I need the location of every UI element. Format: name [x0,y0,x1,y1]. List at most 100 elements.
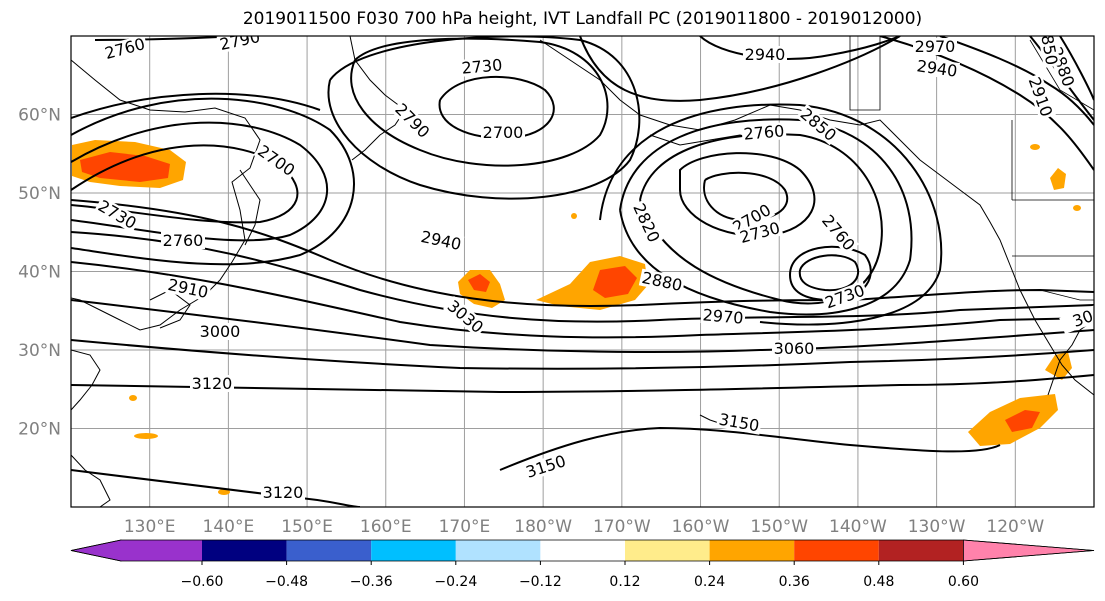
colorbar-tick-label: −0.12 [519,574,562,590]
contour-label-bg [390,99,434,143]
ivt-patch-bc [1050,168,1066,190]
contour-label-bg [1036,36,1061,69]
contour-label-bg [629,199,664,247]
colorbar-tick-label: 0.12 [609,574,640,590]
longitude-labels: 130°E 140°E 150°E 160°E 170°E 180°W 170°W 160°W… [124,517,1045,537]
contour-label-bg [161,232,205,249]
borders [849,36,1094,301]
lon-tick-label: 150°E [281,517,333,537]
contour-label-bg [743,46,787,63]
contour-label: 2880 [640,268,684,295]
contour-label-bg [817,210,860,255]
ivt-patch-baja [1045,352,1072,380]
contour-label-bg [638,268,686,295]
colorbar-tick-label: 0.60 [948,574,979,590]
contour-label: 3120 [263,483,304,502]
contour-label: 2910 [1025,74,1057,119]
colorbar-tick-label: 0.36 [779,574,810,590]
contour-label-bg [459,56,505,77]
contour-label-bg [1059,303,1094,335]
colorbar-tick-label: 0.48 [863,574,894,590]
ivt-core-west [80,152,170,182]
contour-label: 2760 [163,231,204,250]
contour-label-bg [522,451,570,482]
contour-label-bg [700,306,746,327]
lon-tick-label: 160°E [360,517,412,537]
coastlines [71,36,1094,507]
lon-tick-label: 140°E [203,517,255,537]
colorbar-segment [120,540,202,561]
contour-label: 2790 [218,27,262,54]
lat-tick-label: 40°N [18,263,61,283]
ivt-core-subtropical [1005,410,1040,432]
lon-tick-label: 180°W [514,517,572,537]
colorbar-segment [625,540,710,561]
map-title: 2019011500 F030 700 hPa height, IVT Land… [242,9,923,29]
contour-label: 2730 [461,55,503,77]
colorbar-segment [371,540,456,561]
contour-label-bg [93,196,141,233]
ivt-core-dateline [468,274,490,292]
ivt-core-central [593,266,637,298]
lon-tick-label: 150°W [750,517,808,537]
contour-label: 2730 [822,281,867,313]
contour-label-bg [821,281,869,313]
colorbar-segment [286,540,372,561]
contour-label: 2940 [745,45,786,64]
contour-label: 2940 [419,227,463,254]
contour-label-bg [443,295,488,338]
lon-tick-label: 160°W [672,517,730,537]
contour-label: 2850 [1036,23,1062,66]
lon-tick-label: 130°E [124,517,176,537]
colorbar-tick-label: 0.24 [694,574,725,590]
lat-tick-label: 30°N [18,341,61,361]
colorbar-segment [794,540,879,561]
contour-label-bg [736,218,784,247]
lon-tick-label: 170°E [439,517,491,537]
map-frame [70,35,1095,508]
lon-tick-label: 130°W [908,517,966,537]
contour-label: 2700 [483,123,524,142]
colorbar-tick-label: −0.60 [181,574,224,590]
contour-label-bg [1024,73,1056,121]
contour-label-bg [914,57,961,80]
colorbar-tick-label: −0.24 [434,574,477,590]
contour-label-bg [715,410,763,435]
contour-label-bg [190,375,234,392]
lat-tick-label: 50°N [18,184,61,204]
contour-label: 2970 [702,305,744,327]
contour-label-bg [261,484,305,501]
contour-label: 2910 [166,275,210,302]
contour-label-bg [101,36,149,63]
lon-tick-label: 120°W [986,517,1044,537]
contour-label: 2760 [743,121,785,143]
contour-label: 3060 [774,339,815,358]
lon-tick-label: 170°W [593,517,651,537]
colorbar-segment [202,540,287,561]
contour-label: 2760 [103,34,147,63]
contour-label: 3000 [200,322,241,341]
contour-label-bg [741,122,787,143]
contour-label-bg [417,227,465,254]
colorbar-segment [709,540,795,561]
colorbar-outline [70,539,1095,562]
colorbar [70,539,1095,562]
lat-tick-label: 60°N [18,106,61,126]
contour-label: 3150 [524,451,569,482]
lat-tick-label: 20°N [18,420,61,440]
height-contours [71,36,1094,507]
contour-label-bg [253,141,300,181]
colorbar-extend-low [70,539,122,562]
contour-label-bg [796,103,841,146]
contour-label-bg [772,340,816,357]
latitude-labels: 20°N 30°N 40°N 50°N 60°N [18,106,61,440]
contour-label-bg [913,38,957,55]
contour-label-bg [216,36,264,54]
contour-label-bg [198,323,242,340]
colorbar-tick-labels: −0.60 −0.48 −0.36 −0.24 −0.12 0.12 0.24 0.36 0.4… [181,561,979,590]
contour-label-bg [481,124,525,141]
colorbar-segment [878,540,964,561]
colorbar-tick-label: −0.36 [350,574,393,590]
colorbar-extend-high [963,539,1095,562]
